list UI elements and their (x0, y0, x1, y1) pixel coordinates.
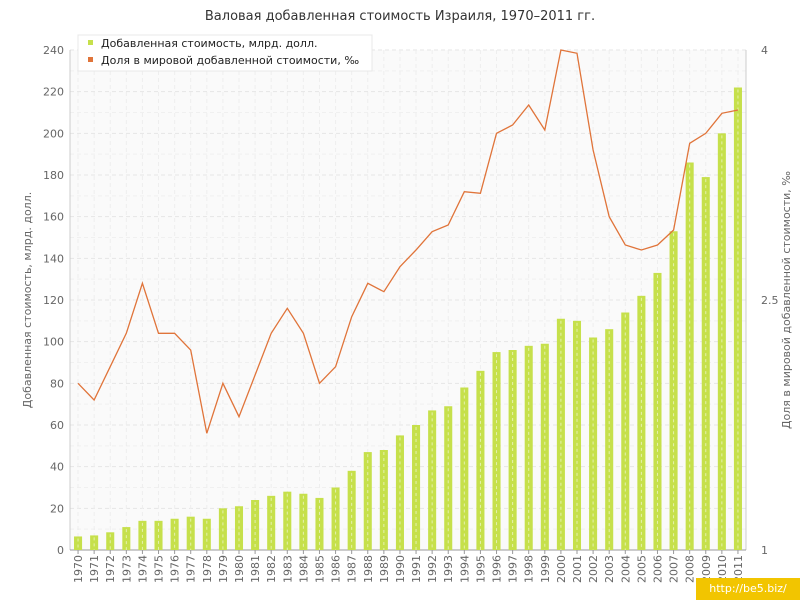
x-tick-label: 1977 (185, 555, 198, 583)
y2-tick-label: 1 (761, 544, 768, 557)
legend-label: Добавленная стоимость, млрд. долл. (101, 37, 317, 50)
y-axis-title: Добавленная стоимость, млрд. долл. (21, 192, 34, 408)
bar (283, 491, 292, 550)
x-tick-label: 1982 (265, 555, 278, 583)
y-tick-label: 0 (57, 544, 64, 557)
y2-tick-label: 4 (761, 44, 768, 57)
legend-swatch (88, 40, 93, 45)
bar (331, 487, 340, 550)
y-tick-label: 200 (43, 127, 64, 140)
y-tick-label: 60 (50, 419, 64, 432)
x-tick-label: 2008 (684, 555, 697, 583)
bar (122, 527, 131, 550)
bar (476, 370, 485, 550)
x-tick-label: 1994 (458, 555, 471, 583)
y-tick-label: 120 (43, 294, 64, 307)
bar (540, 343, 549, 550)
bar (637, 295, 646, 550)
x-tick-label: 1970 (72, 555, 85, 583)
x-tick-label: 1975 (153, 555, 166, 583)
x-tick-label: 1976 (169, 555, 182, 583)
bar (90, 535, 99, 550)
bar (524, 345, 533, 550)
y-tick-label: 220 (43, 86, 64, 99)
chart-title: Валовая добавленная стоимость Израиля, 1… (204, 9, 596, 24)
x-tick-label: 1992 (426, 555, 439, 583)
bar (74, 536, 83, 550)
bar (556, 318, 565, 550)
x-tick-label: 1973 (120, 555, 133, 583)
x-tick-label: 1998 (523, 555, 536, 583)
bar (701, 177, 710, 551)
y-tick-label: 180 (43, 169, 64, 182)
bar (251, 500, 260, 550)
x-tick-label: 2010 (716, 555, 729, 583)
x-tick-label: 1978 (201, 555, 214, 583)
bar (363, 452, 372, 550)
y-tick-label: 240 (43, 44, 64, 57)
x-tick-label: 1984 (297, 555, 310, 583)
y-tick-label: 20 (50, 502, 64, 515)
bar (444, 406, 453, 550)
x-tick-label: 2003 (603, 555, 616, 583)
x-tick-label: 2011 (732, 555, 745, 583)
x-tick-label: 2007 (668, 555, 681, 583)
x-tick-label: 1999 (539, 555, 552, 583)
x-tick-label: 1993 (442, 555, 455, 583)
x-tick-label: 2002 (587, 555, 600, 583)
x-tick-label: 2004 (619, 555, 632, 583)
x-tick-label: 1980 (233, 555, 246, 583)
x-tick-label: 1996 (491, 555, 504, 583)
x-tick-label: 2001 (571, 555, 584, 583)
legend-label: Доля в мировой добавленной стоимости, ‰ (101, 54, 359, 67)
line-series (77, 49, 739, 434)
x-tick-label: 2005 (635, 555, 648, 583)
y-tick-label: 140 (43, 252, 64, 265)
x-tick-label: 2009 (700, 555, 713, 583)
x-tick-label: 1974 (136, 555, 149, 583)
x-tick-label: 1985 (313, 555, 326, 583)
x-tick-label: 1986 (330, 555, 343, 583)
x-tick-label: 1972 (104, 555, 117, 583)
x-tick-label: 1971 (88, 555, 101, 583)
y2-axis-title: Доля в мировой добавленной стоимости, ‰ (780, 171, 793, 429)
y-tick-label: 40 (50, 461, 64, 474)
x-tick-label: 1991 (410, 555, 423, 583)
x-tick-label: 1983 (281, 555, 294, 583)
legend-box (77, 34, 373, 72)
y-tick-label: 80 (50, 377, 64, 390)
x-tick-label: 1979 (217, 555, 230, 583)
y2-tick-label: 2.5 (761, 294, 779, 307)
x-tick-label: 1988 (362, 555, 375, 583)
x-tick-label: 2006 (651, 555, 664, 583)
bar (653, 272, 662, 550)
x-tick-label: 2000 (555, 555, 568, 583)
x-tick-label: 1981 (249, 555, 262, 583)
x-tick-label: 1989 (378, 555, 391, 583)
x-tick-label: 1987 (346, 555, 359, 583)
y-tick-label: 160 (43, 211, 64, 224)
y-tick-label: 100 (43, 336, 64, 349)
bar (572, 320, 582, 550)
watermark: http://be5.biz/ (696, 578, 800, 600)
x-tick-label: 1997 (507, 555, 520, 583)
legend-swatch (88, 57, 93, 62)
bar (685, 162, 694, 550)
x-tick-label: 1990 (394, 555, 407, 583)
x-tick-label: 1995 (474, 555, 487, 583)
